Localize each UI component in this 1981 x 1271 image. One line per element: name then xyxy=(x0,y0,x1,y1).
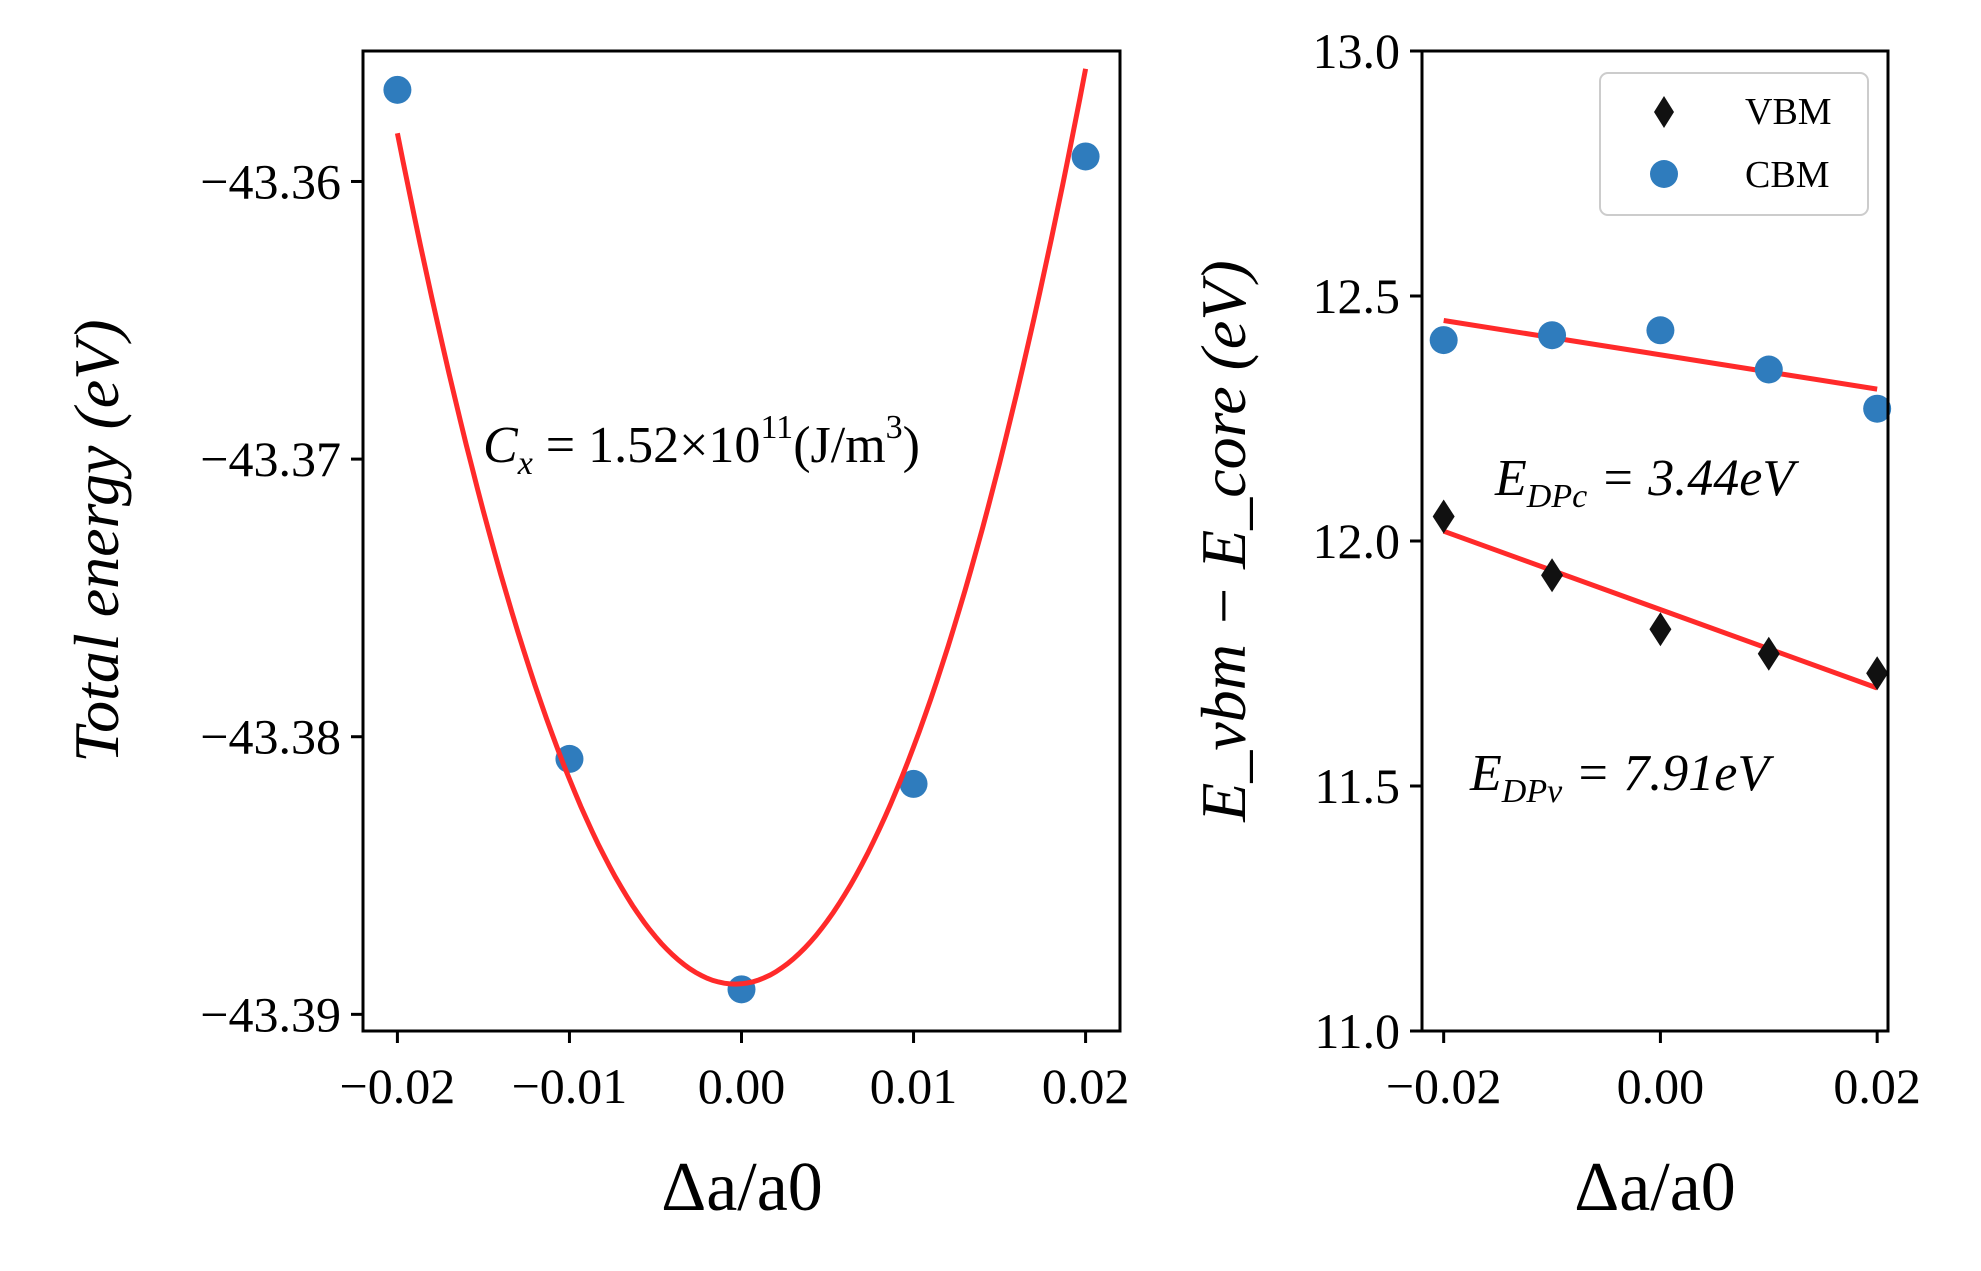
left-annotation-cx: Cx = 1.52×1011(J/m3) xyxy=(483,409,920,482)
legend-vbm-marker xyxy=(1654,96,1674,128)
right-y-tick-label: 12.5 xyxy=(1313,268,1401,324)
left-y-tick-label: −43.37 xyxy=(200,431,341,487)
right-y-tick-label: 11.0 xyxy=(1314,1003,1400,1059)
cbm-point xyxy=(1754,355,1783,384)
right-axis-ticks: −0.02 0.00 0.02 11.0 11.5 12.0 12.5 13.0 xyxy=(1313,23,1921,1114)
cbm-fit-line xyxy=(1443,318,1878,392)
right-y-axis-label: E_vbm − E_core (eV) xyxy=(1188,260,1259,822)
right-y-tick-label: 11.5 xyxy=(1314,758,1400,814)
energy-point xyxy=(1071,142,1100,171)
right-y-tick-label: 13.0 xyxy=(1313,23,1401,79)
left-x-tick-label: −0.02 xyxy=(340,1058,456,1114)
left-fit-curve-group xyxy=(394,68,1089,987)
cbm-point xyxy=(1646,316,1675,345)
left-x-tick-label: −0.01 xyxy=(512,1058,628,1114)
left-x-tick-label: 0.01 xyxy=(870,1058,958,1114)
right-panel: −0.02 0.00 0.02 11.0 11.5 12.0 12.5 13.0 EDPc =… xyxy=(1188,23,1921,1226)
right-annotation-edpc: EDPc = 3.44eV xyxy=(1494,450,1799,515)
legend-cbm-label: CBM xyxy=(1745,154,1829,196)
vbm-point xyxy=(1649,612,1672,647)
right-x-tick-label: −0.02 xyxy=(1386,1058,1502,1114)
right-plot-frame xyxy=(1420,49,1890,1033)
left-panel: −0.02 −0.01 0.00 0.01 0.02 −43.36 −43.37 −43.38… xyxy=(61,49,1129,1226)
left-y-tick-label: −43.38 xyxy=(200,709,341,765)
vbm-point xyxy=(1541,558,1564,593)
legend-vbm-label: VBM xyxy=(1745,91,1832,133)
right-annotation-edpv: EDPv = 7.91eV xyxy=(1469,745,1774,810)
left-axis-ticks: −0.02 −0.01 0.00 0.01 0.02 −43.36 −43.37 −43.38… xyxy=(200,153,1129,1114)
right-x-tick-label: 0.02 xyxy=(1833,1058,1921,1114)
energy-point xyxy=(899,769,928,798)
left-y-axis-label: Total energy (eV) xyxy=(61,319,132,762)
left-x-tick-label: 0.00 xyxy=(698,1058,786,1114)
cbm-point xyxy=(1863,394,1892,423)
legend: VBM CBM xyxy=(1599,72,1869,216)
vbm-point xyxy=(1757,636,1780,671)
left-x-tick-label: 0.02 xyxy=(1042,1058,1130,1114)
left-fit-curve xyxy=(394,68,1089,987)
left-plot-frame xyxy=(361,49,1122,1033)
energy-point xyxy=(383,75,412,104)
cbm-point xyxy=(1429,326,1458,355)
cbm-point xyxy=(1538,321,1567,350)
vbm-point xyxy=(1432,499,1455,534)
vbm-point xyxy=(1866,656,1889,691)
right-data-points xyxy=(1429,316,1892,691)
vbm-fit-line xyxy=(1442,528,1879,691)
right-y-tick-label: 12.0 xyxy=(1313,513,1401,569)
right-x-tick-label: 0.00 xyxy=(1617,1058,1705,1114)
left-y-tick-label: −43.39 xyxy=(200,986,341,1042)
right-fit-lines xyxy=(1442,318,1879,691)
legend-cbm-marker xyxy=(1650,160,1678,188)
left-y-tick-label: −43.36 xyxy=(200,153,341,209)
right-x-axis-label: Δa/a0 xyxy=(1574,1149,1736,1226)
energy-point xyxy=(727,975,756,1004)
left-x-axis-label: Δa/a0 xyxy=(661,1149,823,1226)
